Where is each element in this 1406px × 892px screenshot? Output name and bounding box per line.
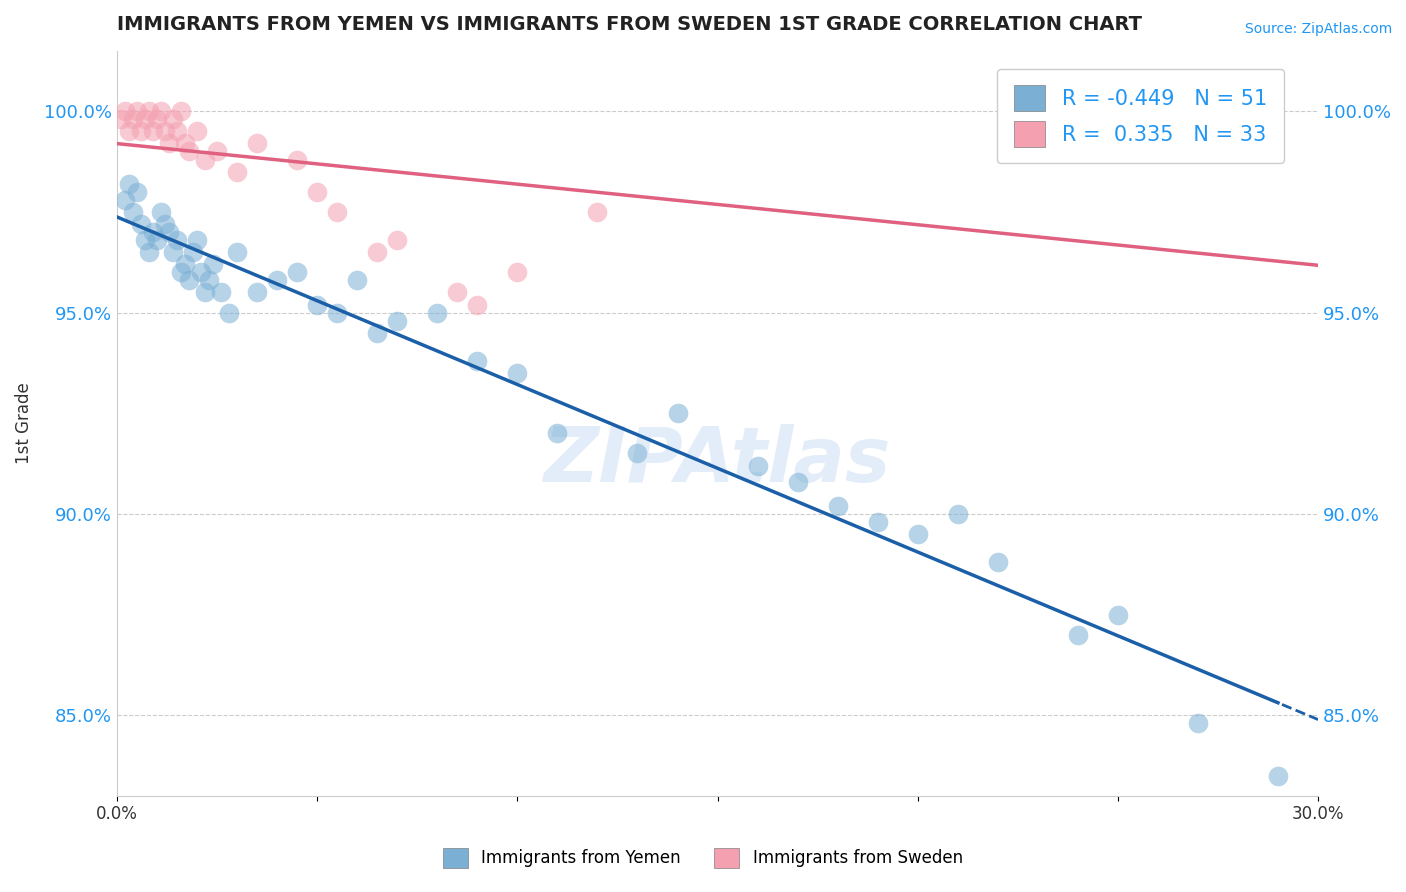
Immigrants from Yemen: [114, 193, 136, 207]
Immigrants from Yemen: [218, 305, 240, 319]
Immigrants from Yemen: [307, 297, 329, 311]
Legend: R = -0.449   N = 51, R =  0.335   N = 33: R = -0.449 N = 51, R = 0.335 N = 33: [997, 69, 1284, 163]
Immigrants from Yemen: [626, 446, 648, 460]
Immigrants from Yemen: [118, 177, 141, 191]
Immigrants from Yemen: [177, 273, 200, 287]
Immigrants from Sweden: [174, 136, 197, 151]
Immigrants from Yemen: [1107, 607, 1129, 622]
Y-axis label: 1st Grade: 1st Grade: [15, 383, 32, 464]
Immigrants from Sweden: [122, 112, 145, 127]
Immigrants from Sweden: [142, 124, 165, 138]
Immigrants from Yemen: [125, 185, 148, 199]
Immigrants from Yemen: [209, 285, 232, 300]
Immigrants from Sweden: [226, 164, 249, 178]
Immigrants from Yemen: [134, 233, 156, 247]
Immigrants from Yemen: [387, 313, 409, 327]
Immigrants from Sweden: [138, 104, 160, 119]
Immigrants from Yemen: [246, 285, 269, 300]
Immigrants from Yemen: [129, 217, 152, 231]
Immigrants from Yemen: [186, 233, 208, 247]
Immigrants from Sweden: [506, 265, 529, 279]
Immigrants from Yemen: [987, 555, 1010, 569]
Immigrants from Yemen: [946, 507, 969, 521]
Immigrants from Yemen: [346, 273, 368, 287]
Immigrants from Sweden: [162, 112, 184, 127]
Immigrants from Yemen: [150, 205, 173, 219]
Immigrants from Yemen: [465, 354, 488, 368]
Immigrants from Sweden: [150, 104, 173, 119]
Immigrants from Yemen: [866, 515, 889, 529]
Immigrants from Sweden: [134, 112, 156, 127]
Immigrants from Yemen: [166, 233, 188, 247]
Text: IMMIGRANTS FROM YEMEN VS IMMIGRANTS FROM SWEDEN 1ST GRADE CORRELATION CHART: IMMIGRANTS FROM YEMEN VS IMMIGRANTS FROM…: [117, 15, 1142, 34]
Immigrants from Sweden: [205, 145, 228, 159]
Immigrants from Yemen: [546, 426, 568, 441]
Immigrants from Yemen: [907, 527, 929, 541]
Immigrants from Sweden: [387, 233, 409, 247]
Immigrants from Sweden: [366, 245, 388, 260]
Immigrants from Sweden: [114, 104, 136, 119]
Immigrants from Sweden: [326, 205, 349, 219]
Immigrants from Yemen: [194, 285, 217, 300]
Immigrants from Sweden: [166, 124, 188, 138]
Immigrants from Yemen: [747, 458, 769, 473]
Immigrants from Sweden: [146, 112, 169, 127]
Immigrants from Yemen: [266, 273, 288, 287]
Immigrants from Sweden: [586, 205, 609, 219]
Immigrants from Sweden: [177, 145, 200, 159]
Immigrants from Sweden: [153, 124, 176, 138]
Immigrants from Sweden: [194, 153, 217, 167]
Immigrants from Yemen: [1067, 628, 1090, 642]
Immigrants from Yemen: [181, 245, 204, 260]
Immigrants from Sweden: [129, 124, 152, 138]
Immigrants from Yemen: [138, 245, 160, 260]
Text: ZIPAtlas: ZIPAtlas: [544, 424, 891, 498]
Immigrants from Sweden: [170, 104, 193, 119]
Immigrants from Yemen: [827, 499, 849, 513]
Immigrants from Yemen: [153, 217, 176, 231]
Immigrants from Sweden: [1247, 104, 1270, 119]
Immigrants from Sweden: [446, 285, 468, 300]
Immigrants from Yemen: [162, 245, 184, 260]
Immigrants from Sweden: [125, 104, 148, 119]
Immigrants from Sweden: [110, 112, 132, 127]
Text: Source: ZipAtlas.com: Source: ZipAtlas.com: [1244, 22, 1392, 37]
Immigrants from Sweden: [157, 136, 180, 151]
Immigrants from Sweden: [285, 153, 308, 167]
Immigrants from Yemen: [285, 265, 308, 279]
Immigrants from Yemen: [226, 245, 249, 260]
Immigrants from Yemen: [666, 406, 689, 420]
Immigrants from Yemen: [174, 257, 197, 271]
Immigrants from Yemen: [786, 475, 808, 489]
Immigrants from Yemen: [198, 273, 221, 287]
Immigrants from Sweden: [465, 297, 488, 311]
Immigrants from Yemen: [1187, 716, 1209, 731]
Immigrants from Yemen: [146, 233, 169, 247]
Immigrants from Yemen: [326, 305, 349, 319]
Legend: Immigrants from Yemen, Immigrants from Sweden: Immigrants from Yemen, Immigrants from S…: [436, 841, 970, 875]
Immigrants from Yemen: [190, 265, 212, 279]
Immigrants from Yemen: [170, 265, 193, 279]
Immigrants from Yemen: [202, 257, 225, 271]
Immigrants from Sweden: [186, 124, 208, 138]
Immigrants from Sweden: [118, 124, 141, 138]
Immigrants from Yemen: [122, 205, 145, 219]
Immigrants from Yemen: [506, 366, 529, 380]
Immigrants from Sweden: [246, 136, 269, 151]
Immigrants from Yemen: [426, 305, 449, 319]
Immigrants from Yemen: [142, 225, 165, 239]
Immigrants from Sweden: [307, 185, 329, 199]
Immigrants from Yemen: [366, 326, 388, 340]
Immigrants from Yemen: [1267, 769, 1289, 783]
Immigrants from Yemen: [157, 225, 180, 239]
